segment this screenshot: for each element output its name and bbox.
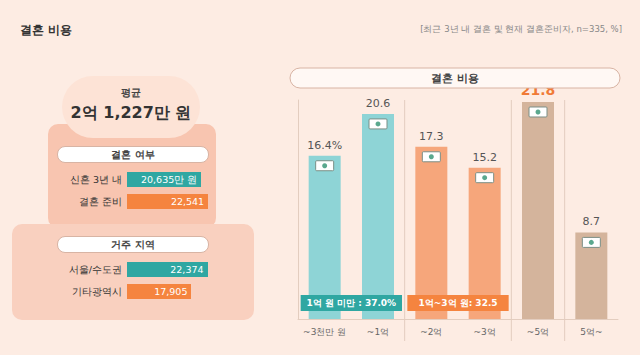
svg-text:~3억: ~3억 bbox=[474, 327, 496, 337]
html-text:[최근 3년 내 결혼 및 현재 결혼준비자, n=335,: [최근 3년 내 결혼 및 현재 결혼준비자, n=335, %] bbox=[420, 24, 622, 34]
svg-text:5억~: 5억~ bbox=[580, 327, 602, 337]
html-text:결혼 준비: 결혼 준비 bbox=[79, 196, 122, 207]
html-text:결혼 비용: 결혼 비용 bbox=[20, 23, 73, 37]
svg-text:~5억: ~5억 bbox=[527, 327, 549, 337]
svg-text:20.6: 20.6 bbox=[366, 97, 391, 110]
svg-text:17.3: 17.3 bbox=[419, 130, 444, 143]
svg-text:8.7: 8.7 bbox=[583, 215, 601, 228]
html-text:기타광역시: 기타광역시 bbox=[72, 286, 122, 297]
svg-text:~2억: ~2억 bbox=[420, 327, 442, 337]
svg-text:결혼 비용: 결혼 비용 bbox=[431, 72, 479, 85]
html-text:결혼 여부: 결혼 여부 bbox=[111, 149, 155, 160]
svg-text:15.2: 15.2 bbox=[472, 151, 497, 164]
html-text:20,635만 원: 20,635만 원 bbox=[141, 174, 198, 185]
svg-text:16.4%: 16.4% bbox=[307, 139, 342, 152]
svg-text:1억 원 미만 : 37.0%: 1억 원 미만 : 37.0% bbox=[307, 298, 397, 308]
svg-text:21.8: 21.8 bbox=[520, 82, 556, 98]
html-text:신혼 3년 내: 신혼 3년 내 bbox=[69, 174, 122, 185]
html-text:거주 지역: 거주 지역 bbox=[111, 239, 155, 250]
html-text:2억 1,227만 원: 2억 1,227만 원 bbox=[70, 103, 192, 122]
html-text:22,374: 22,374 bbox=[170, 264, 204, 275]
html-text:서울/수도권: 서울/수도권 bbox=[68, 264, 122, 275]
html-text:17,905: 17,905 bbox=[154, 286, 188, 297]
svg-text:~3천만 원: ~3천만 원 bbox=[303, 327, 346, 337]
svg-text:1억~3억 원: 32.5: 1억~3억 원: 32.5 bbox=[418, 298, 497, 308]
svg-text:~1억: ~1억 bbox=[367, 327, 389, 337]
html-text:22,541: 22,541 bbox=[170, 196, 205, 207]
html-text:평균: 평균 bbox=[121, 87, 141, 98]
